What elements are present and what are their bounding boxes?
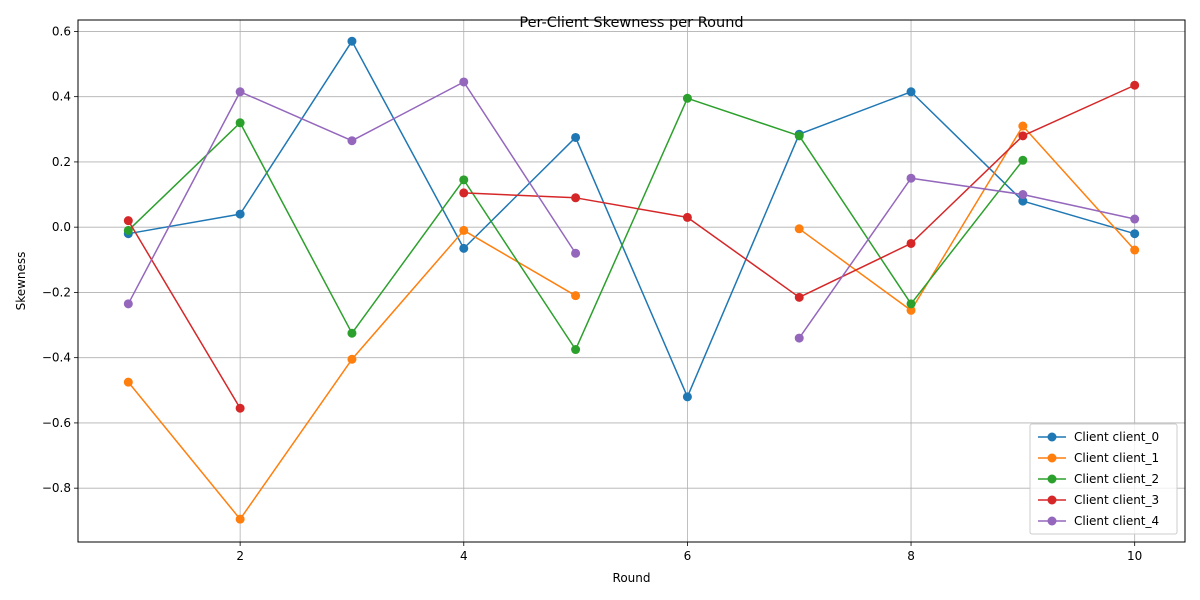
y-tick-label: −0.2 [42, 285, 71, 299]
data-point [682, 212, 692, 222]
y-tick-label: 0.4 [52, 90, 71, 104]
data-point [347, 36, 357, 46]
data-point [235, 87, 245, 97]
data-point [347, 354, 357, 364]
data-point [1018, 155, 1028, 165]
data-point [1130, 229, 1140, 239]
series-client-client_2 [123, 93, 1028, 355]
data-point [1130, 245, 1140, 255]
legend-label: Client client_2 [1074, 472, 1159, 486]
data-point [1130, 214, 1140, 224]
y-tick-label: −0.6 [42, 416, 71, 430]
data-point [1018, 131, 1028, 141]
data-point [459, 175, 469, 185]
legend-label: Client client_0 [1074, 430, 1159, 444]
data-point [682, 392, 692, 402]
series-lines [123, 36, 1140, 524]
legend-item: Client client_2 [1038, 472, 1159, 486]
series-client-client_3 [123, 80, 1140, 413]
data-point [794, 131, 804, 141]
legend-marker [1047, 474, 1057, 484]
data-point [794, 292, 804, 302]
axis-ticks: 2 4 6 8 10 −0.8 −0.6 −0.4 −0.2 0.0 0.2 0.4 0.6 [42, 24, 1142, 563]
y-tick-label: 0.6 [52, 24, 71, 38]
data-point [794, 333, 804, 343]
data-point [571, 248, 581, 258]
y-tick-label: −0.4 [42, 351, 71, 365]
legend-marker [1047, 495, 1057, 505]
data-point [1018, 190, 1028, 200]
y-tick-label: 0.0 [52, 220, 71, 234]
legend-marker [1047, 516, 1057, 526]
legend-box [1029, 423, 1178, 535]
legend-item: Client client_3 [1038, 493, 1159, 507]
data-point [123, 377, 133, 387]
legend: Client client_0 Client client_1 Client cli… [1029, 423, 1178, 535]
x-axis-title: Round [613, 571, 651, 585]
x-tick-label: 4 [460, 549, 468, 563]
y-tick-label: 0.2 [52, 155, 71, 169]
data-point [682, 93, 692, 103]
data-point [571, 345, 581, 355]
data-point [459, 77, 469, 87]
legend-item: Client client_0 [1038, 430, 1159, 444]
data-point [1018, 121, 1028, 131]
data-point [123, 225, 133, 235]
data-point [123, 216, 133, 226]
legend-item: Client client_4 [1038, 514, 1159, 528]
legend-label: Client client_1 [1074, 451, 1159, 465]
data-point [459, 225, 469, 235]
legend-marker [1047, 453, 1057, 463]
data-point [123, 299, 133, 309]
data-point [571, 291, 581, 301]
data-point [906, 173, 916, 183]
series-line-segment [798, 177, 1135, 339]
legend-label: Client client_3 [1074, 493, 1159, 507]
data-point [906, 87, 916, 97]
legend-label: Client client_4 [1074, 514, 1159, 528]
data-point [347, 328, 357, 338]
data-point [571, 193, 581, 203]
x-tick-label: 6 [684, 549, 692, 563]
data-point [794, 224, 804, 234]
data-point [459, 243, 469, 253]
x-tick-label: 10 [1127, 549, 1142, 563]
data-point [1130, 80, 1140, 90]
chart-title: Per-Client Skewness per Round [519, 15, 743, 31]
y-axis-title: Skewness [14, 252, 28, 311]
data-point [235, 403, 245, 413]
data-point [235, 118, 245, 128]
data-point [1018, 196, 1028, 206]
data-point [347, 136, 357, 146]
plot-area [78, 20, 1185, 542]
data-point [235, 514, 245, 524]
data-point [906, 299, 916, 309]
series-line-segment [127, 220, 241, 409]
plot-frame [77, 19, 1186, 543]
series-line-segment [128, 40, 1135, 398]
x-tick-label: 2 [236, 549, 244, 563]
data-point [906, 305, 916, 315]
legend-item: Client client_1 [1038, 451, 1159, 465]
y-tick-label: −0.8 [42, 481, 71, 495]
series-client-client_4 [123, 77, 1140, 343]
legend-marker [1047, 432, 1057, 442]
data-point [571, 132, 581, 142]
x-tick-label: 8 [907, 549, 915, 563]
data-point [906, 238, 916, 248]
data-point [235, 209, 245, 219]
data-point [459, 188, 469, 198]
